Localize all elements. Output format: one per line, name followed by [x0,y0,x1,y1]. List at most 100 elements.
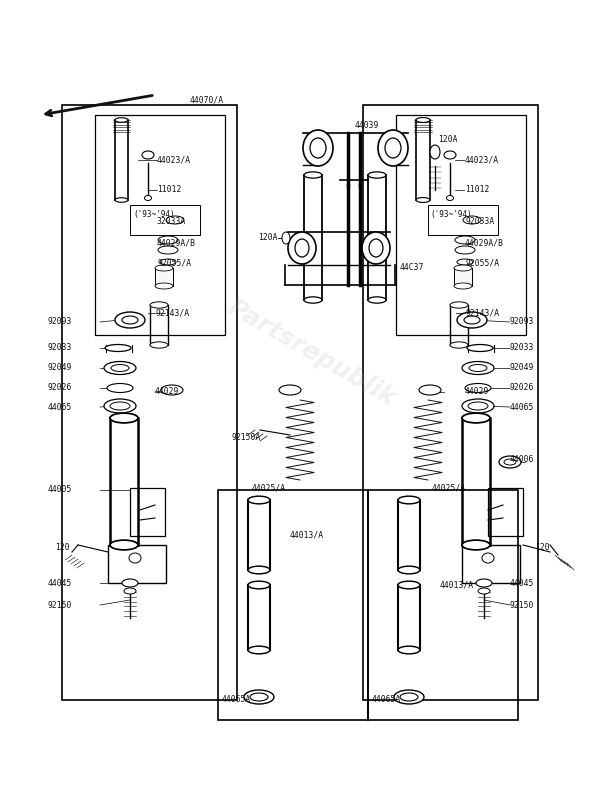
Text: 44025/A: 44025/A [432,484,466,492]
Text: 92033: 92033 [48,344,73,352]
Text: 120: 120 [535,543,550,553]
Text: 92143/A: 92143/A [155,309,189,317]
Ellipse shape [462,399,494,413]
Ellipse shape [464,316,480,324]
Bar [62,105,237,700]
Text: ('93~'94): ('93~'94) [430,210,472,220]
Text: 44029: 44029 [465,388,490,396]
Ellipse shape [385,138,401,158]
Ellipse shape [115,118,128,122]
Ellipse shape [104,362,136,374]
Text: 11012: 11012 [465,185,490,195]
Text: 44029A/B: 44029A/B [157,239,196,247]
Ellipse shape [499,456,521,468]
Text: 92049: 92049 [48,363,73,373]
Ellipse shape [107,384,133,392]
Text: 44065: 44065 [48,403,73,411]
Ellipse shape [446,195,454,200]
Ellipse shape [398,646,420,654]
Ellipse shape [457,312,487,328]
Text: ('93~'94): ('93~'94) [133,210,175,220]
Text: 44013/A: 44013/A [440,580,474,590]
Text: 92049: 92049 [510,363,535,373]
Ellipse shape [122,316,138,324]
Text: 92150: 92150 [510,601,535,609]
Text: 92093: 92093 [510,317,535,327]
Ellipse shape [115,312,145,328]
Ellipse shape [158,236,178,244]
Text: 44045: 44045 [510,579,535,587]
Text: 44023/A: 44023/A [157,155,191,165]
Ellipse shape [105,345,131,352]
Text: 92026: 92026 [510,384,535,392]
Ellipse shape [304,172,322,178]
Ellipse shape [462,540,490,550]
Text: 44070/A: 44070/A [190,96,224,104]
Ellipse shape [155,283,173,289]
Ellipse shape [310,138,326,158]
Bar [428,205,498,235]
Ellipse shape [468,402,488,410]
Ellipse shape [504,459,516,465]
Ellipse shape [469,364,487,371]
Ellipse shape [155,265,173,271]
Bar [396,115,526,335]
Ellipse shape [244,690,274,704]
Ellipse shape [368,297,386,303]
Ellipse shape [450,341,468,349]
Ellipse shape [416,198,430,203]
Ellipse shape [248,566,270,574]
Ellipse shape [463,216,481,224]
Text: 44065: 44065 [510,403,535,411]
Text: Partsrepublik: Partsrepublik [224,295,400,411]
Ellipse shape [248,496,270,504]
Ellipse shape [478,588,490,594]
Ellipse shape [394,690,424,704]
Ellipse shape [122,579,138,587]
Ellipse shape [444,151,456,159]
Ellipse shape [282,232,290,244]
Ellipse shape [454,265,472,271]
Ellipse shape [295,239,309,257]
Ellipse shape [462,362,494,374]
Ellipse shape [110,540,138,550]
Text: 11012: 11012 [157,185,181,195]
Bar [218,490,368,720]
Text: 32033A: 32033A [157,217,186,227]
Text: 92150A: 92150A [232,433,261,443]
Ellipse shape [455,246,475,254]
Text: 44025/A: 44025/A [252,484,286,492]
Text: 92055/A: 92055/A [465,258,499,268]
Ellipse shape [368,172,386,178]
Ellipse shape [398,496,420,504]
Ellipse shape [166,216,184,224]
Text: 44029A/B: 44029A/B [465,239,504,247]
Ellipse shape [369,239,383,257]
Bar [454,268,472,286]
Ellipse shape [398,566,420,574]
Text: 120: 120 [55,543,70,553]
Text: 92143/A: 92143/A [465,309,499,317]
Text: 44029: 44029 [155,388,179,396]
Ellipse shape [115,198,128,203]
Text: 44045: 44045 [48,579,73,587]
Ellipse shape [129,553,141,563]
Bar [488,488,523,536]
Ellipse shape [288,232,316,264]
Ellipse shape [398,581,420,589]
Ellipse shape [142,151,154,159]
Ellipse shape [450,302,468,309]
Ellipse shape [110,413,138,423]
Bar [108,545,166,583]
Text: 92026: 92026 [48,384,73,392]
Ellipse shape [145,195,151,200]
Bar [130,488,165,536]
Ellipse shape [250,693,268,701]
Ellipse shape [150,302,168,309]
Text: 92033A: 92033A [465,217,494,227]
Text: 120A: 120A [438,136,458,144]
Ellipse shape [465,384,491,392]
Bar [368,490,518,720]
Bar [95,115,225,335]
Text: 92150: 92150 [48,601,73,609]
